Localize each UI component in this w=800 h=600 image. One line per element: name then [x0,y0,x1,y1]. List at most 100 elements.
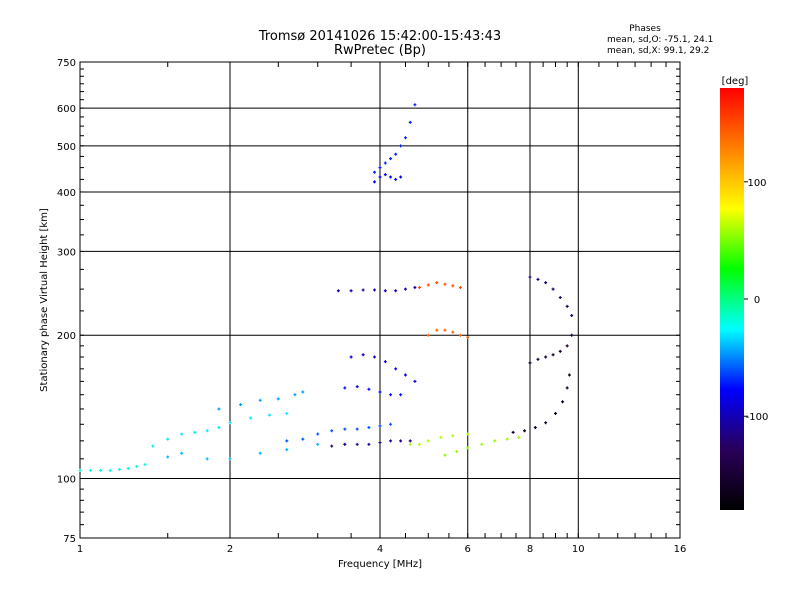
data-point [417,442,421,446]
data-points [78,103,574,472]
colorbar-tick-label: 0 [754,295,760,306]
chart-subtitle: RwPretec (Bp) [334,43,426,58]
x-tick-label: 1 [77,544,83,555]
data-point [330,429,334,433]
data-point [285,439,289,443]
data-point [293,393,297,397]
data-point [413,379,417,383]
data-point [389,422,393,426]
data-point [561,400,565,404]
data-point [394,289,398,293]
data-point [373,288,377,292]
data-point [408,439,412,443]
y-tick-label: 100 [57,475,76,486]
data-point [565,304,569,308]
data-point [135,464,139,468]
data-point [217,407,221,411]
data-point [166,437,170,441]
grid-lines [80,62,680,538]
data-point [228,457,232,461]
data-point [373,180,377,184]
data-point [228,421,232,425]
data-point [439,435,443,439]
data-point [408,442,412,446]
data-point [458,285,462,289]
data-point [426,283,430,287]
data-point [336,289,340,293]
x-tick-label: 10 [572,544,585,555]
data-point [443,328,447,332]
data-point [455,449,459,453]
data-point [466,335,470,339]
x-tick-label: 2 [227,544,233,555]
data-point [389,393,393,397]
x-tick-label: 4 [377,544,383,555]
data-point [285,448,289,452]
phases-mean-o: mean, sd,O: -75.1, 24.1 [607,35,713,45]
data-point [151,444,155,448]
data-point [258,451,262,455]
data-point [458,333,462,337]
data-point [117,467,121,471]
data-point [389,157,393,161]
y-tick-label: 400 [57,188,76,199]
data-point [180,451,184,455]
data-point [355,385,359,389]
data-point [533,425,537,429]
data-point [343,427,347,431]
y-tick-label: 200 [57,331,76,342]
data-point [166,455,170,459]
data-point [361,353,365,357]
phases-title: Phases [629,24,661,34]
data-point [343,442,347,446]
data-point [378,166,382,170]
data-point [451,330,455,334]
data-point [205,429,209,433]
data-point [378,441,382,445]
data-point [373,355,377,359]
data-point [451,284,455,288]
data-point [361,288,365,292]
data-point [217,425,221,429]
x-axis-ticks: 1 2 4 6 8 10 16 [77,62,686,555]
colorbar-label: [deg] [722,76,749,87]
data-point [426,333,430,337]
data-point [349,355,353,359]
data-point [367,442,371,446]
data-point [417,285,421,289]
data-point [399,175,403,179]
data-point [143,463,147,467]
data-point [399,393,403,397]
data-point [349,289,353,293]
data-point [451,434,455,438]
data-point [443,453,447,457]
data-point [523,429,527,433]
y-tick-label: 750 [57,58,76,69]
data-point [551,287,555,291]
data-point [394,177,398,181]
data-point [383,173,387,177]
data-point [565,344,569,348]
y-tick-label: 600 [57,104,76,115]
data-point [378,175,382,179]
data-point [355,442,359,446]
data-point [565,386,569,390]
data-point [193,430,197,434]
y-axis-label: Stationary phase Virtual Height [km] [39,208,50,392]
colorbar-ticks: 100 0 -100 [744,178,768,423]
y-axis-ticks: 75 100 200 300 400 500 600 750 [57,58,680,545]
data-point [316,442,320,446]
colorbar [720,88,744,510]
data-point [99,468,103,472]
data-point [403,373,407,377]
data-point [466,446,470,450]
data-point [570,333,574,337]
data-point [403,136,407,140]
data-point [408,120,412,124]
data-point [528,275,532,279]
data-point [285,411,289,415]
data-point [536,357,540,361]
data-point [517,435,521,439]
data-point [205,457,209,461]
data-point [367,387,371,391]
